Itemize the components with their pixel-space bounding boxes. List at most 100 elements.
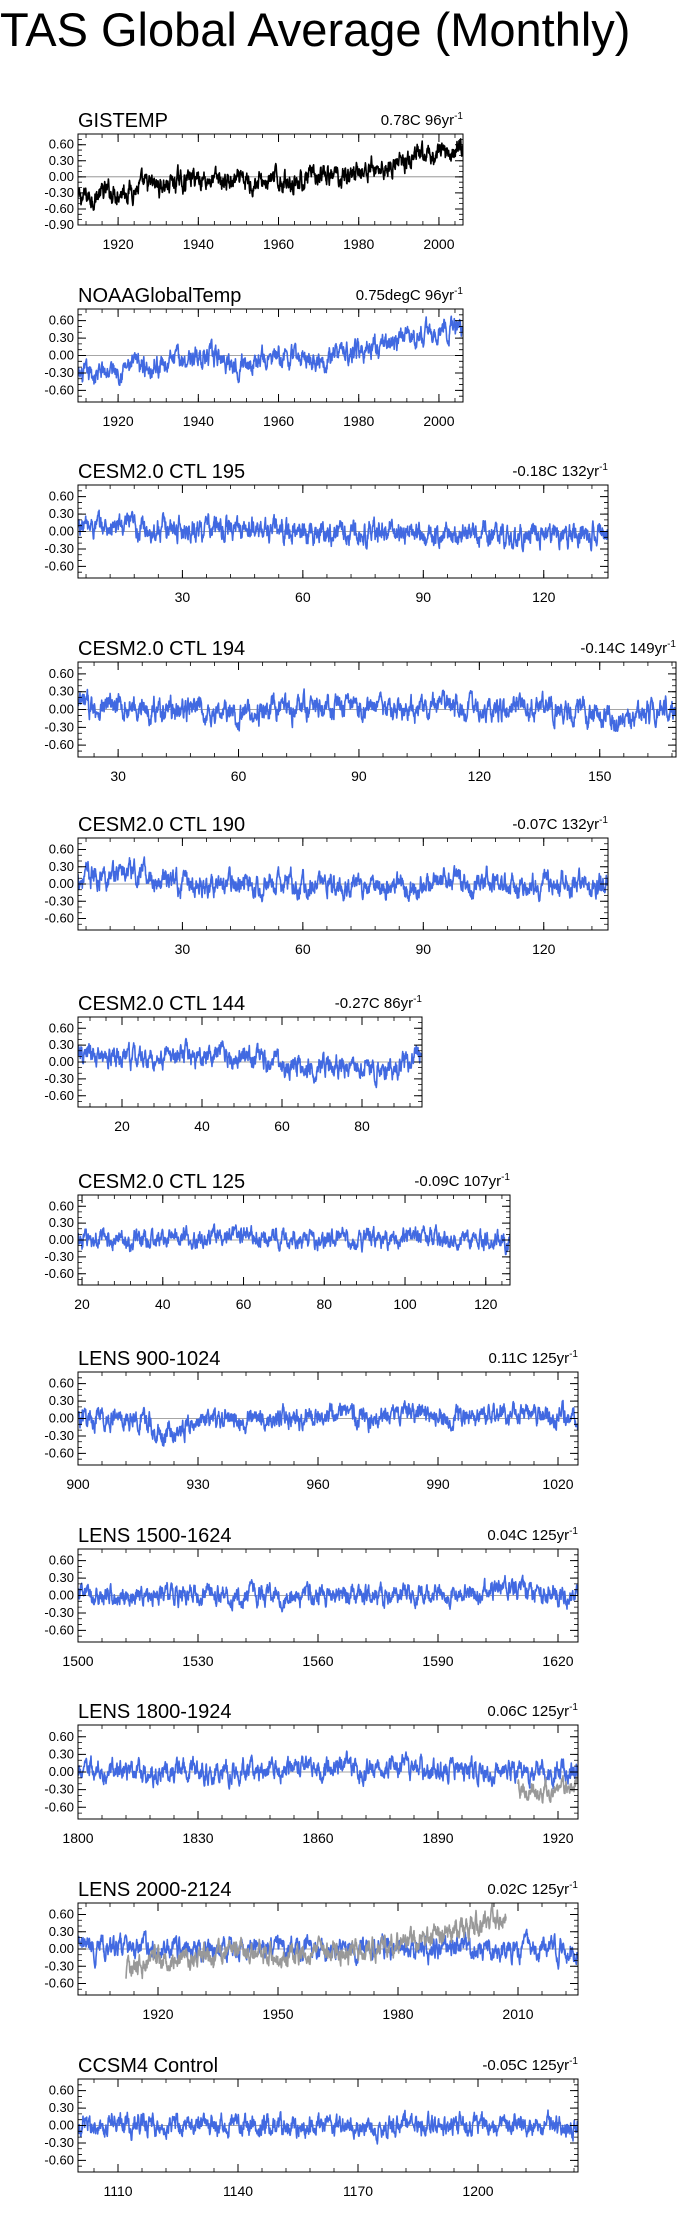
y-tick-label: 0.00 (49, 702, 74, 717)
x-tick-label: 60 (295, 941, 311, 957)
y-tick-label: 0.00 (49, 1941, 74, 1956)
trend-label: -0.07C 132yr-1 (512, 815, 608, 833)
data-series-line (78, 856, 608, 903)
x-tick-label: 1860 (302, 1830, 333, 1846)
x-tick-label: 1800 (62, 1830, 93, 1846)
x-tick-label: 90 (351, 768, 367, 784)
y-tick-label: -0.60 (44, 1088, 74, 1103)
trend-label: 0.75degC 96yr-1 (356, 286, 464, 304)
x-tick-label: 1530 (182, 1653, 213, 1669)
x-tick-label: 120 (468, 768, 492, 784)
y-tick-label: 0.60 (49, 1729, 74, 1744)
y-tick-label: -0.30 (44, 893, 74, 908)
trend-label: -0.27C 86yr-1 (335, 994, 423, 1012)
y-tick-label: 0.30 (49, 684, 74, 699)
y-tick-label: 0.60 (49, 1553, 74, 1568)
chart-panel-3: 0.60 0.30 0.00 -0.30 -0.60 30 60 90 120 CESM2.0 C… (44, 461, 609, 605)
trend-label: -0.14C 149yr-1 (580, 639, 676, 657)
x-tick-label: 1140 (223, 2183, 253, 2199)
y-tick-label: 0.60 (49, 313, 74, 328)
x-tick-label: 1170 (343, 2183, 373, 2199)
x-tick-label: 1940 (183, 413, 214, 429)
x-tick-label: 100 (393, 1296, 417, 1312)
chart-panel-4: 0.60 0.30 0.00 -0.30 -0.60 30 60 90 120 150 CESM2.… (44, 638, 677, 784)
x-tick-label: 930 (186, 1476, 210, 1492)
trend-label: 0.78C 96yr-1 (381, 111, 464, 129)
trend-label: 0.04C 125yr-1 (487, 1526, 578, 1544)
y-tick-label: 0.00 (49, 1054, 74, 1069)
data-series-line (78, 509, 608, 553)
data-series-line (78, 315, 463, 387)
x-tick-label: 1980 (343, 236, 374, 252)
x-tick-label: 1620 (542, 1653, 573, 1669)
x-tick-label: 990 (426, 1476, 450, 1492)
y-tick-label: 0.60 (49, 666, 74, 681)
y-tick-label: -0.60 (44, 2152, 74, 2167)
x-tick-label: 2010 (502, 2006, 533, 2022)
y-tick-label: 0.60 (49, 489, 74, 504)
x-tick-label: 90 (416, 589, 432, 605)
y-tick-label: 0.00 (49, 524, 74, 539)
y-tick-label: 0.30 (49, 2100, 74, 2115)
y-tick-label: -0.60 (44, 911, 74, 926)
x-tick-label: 2000 (423, 236, 454, 252)
x-tick-label: 1980 (343, 413, 374, 429)
y-tick-label: -0.60 (44, 737, 74, 752)
x-tick-label: 1200 (462, 2183, 493, 2199)
x-tick-label: 60 (231, 768, 247, 784)
chart-panel-5: 0.60 0.30 0.00 -0.30 -0.60 30 60 90 120 CESM2.0 C… (44, 814, 609, 957)
y-tick-label: -0.30 (44, 1428, 74, 1443)
x-tick-label: 90 (416, 941, 432, 957)
y-tick-label: -0.30 (44, 1782, 74, 1797)
y-tick-label: -0.30 (44, 541, 74, 556)
y-tick-label: 0.00 (49, 348, 74, 363)
x-tick-label: 40 (194, 1118, 210, 1134)
y-tick-label: -0.30 (44, 1249, 74, 1264)
data-series-line (78, 2109, 578, 2145)
panel-title: CESM2.0 CTL 190 (78, 814, 245, 836)
trend-label: -0.18C 132yr-1 (512, 462, 608, 480)
y-tick-label: 0.30 (49, 330, 74, 345)
panel-title: CESM2.0 CTL 194 (78, 638, 245, 660)
y-tick-label: -0.30 (44, 2135, 74, 2150)
x-tick-label: 1920 (142, 2006, 173, 2022)
trend-label: 0.02C 125yr-1 (487, 1880, 578, 1898)
y-tick-label: -0.60 (44, 1976, 74, 1991)
panel-title: LENS 2000-2124 (78, 1879, 231, 1901)
y-tick-label: 0.30 (49, 1570, 74, 1585)
y-tick-label: 0.30 (49, 153, 74, 168)
x-tick-label: 1500 (62, 1653, 93, 1669)
y-tick-label: -0.60 (44, 1622, 74, 1637)
x-tick-label: 900 (66, 1476, 90, 1492)
data-series-line (78, 1750, 578, 1790)
x-tick-label: 1920 (103, 413, 134, 429)
y-tick-label: 0.30 (49, 1037, 74, 1052)
y-tick-label: 0.00 (49, 1411, 74, 1426)
x-tick-label: 1960 (263, 413, 294, 429)
y-tick-label: 0.60 (49, 137, 74, 152)
trend-label: -0.05C 125yr-1 (482, 2056, 578, 2074)
chart-panel-8: 0.60 0.30 0.00 -0.30 -0.60 900 930 960 990 1020 LE… (44, 1348, 579, 1492)
y-tick-label: 0.30 (49, 506, 74, 521)
x-tick-label: 1940 (183, 236, 214, 252)
y-tick-label: 0.00 (49, 876, 74, 891)
y-tick-label: 0.30 (49, 859, 74, 874)
chart-panel-12: 0.60 0.30 0.00 -0.30 -0.60 1110 1140 1170 1200 CC… (44, 2055, 579, 2199)
x-tick-label: 1960 (263, 236, 294, 252)
panel-title: GISTEMP (78, 110, 168, 132)
x-tick-label: 80 (316, 1296, 332, 1312)
y-tick-label: 0.00 (49, 2118, 74, 2133)
trend-label: 0.11C 125yr-1 (488, 1349, 578, 1367)
x-tick-label: 120 (474, 1296, 498, 1312)
chart-panel-10: 0.60 0.30 0.00 -0.30 -0.60 1800 1830 1860 1890 19… (44, 1701, 579, 1846)
x-tick-label: 1890 (422, 1830, 453, 1846)
chart-panel-9: 0.60 0.30 0.00 -0.30 -0.60 1500 1530 1560 1590 16… (44, 1525, 579, 1669)
y-tick-label: -0.60 (44, 1799, 74, 1814)
x-tick-label: 40 (155, 1296, 171, 1312)
data-series-line (78, 1574, 578, 1613)
chart-panel-11: 0.60 0.30 0.00 -0.30 -0.60 1920 1950 1980 2010 LE… (44, 1879, 579, 2022)
trend-label: -0.09C 107yr-1 (414, 1172, 510, 1190)
y-tick-label: 0.60 (49, 1020, 74, 1035)
